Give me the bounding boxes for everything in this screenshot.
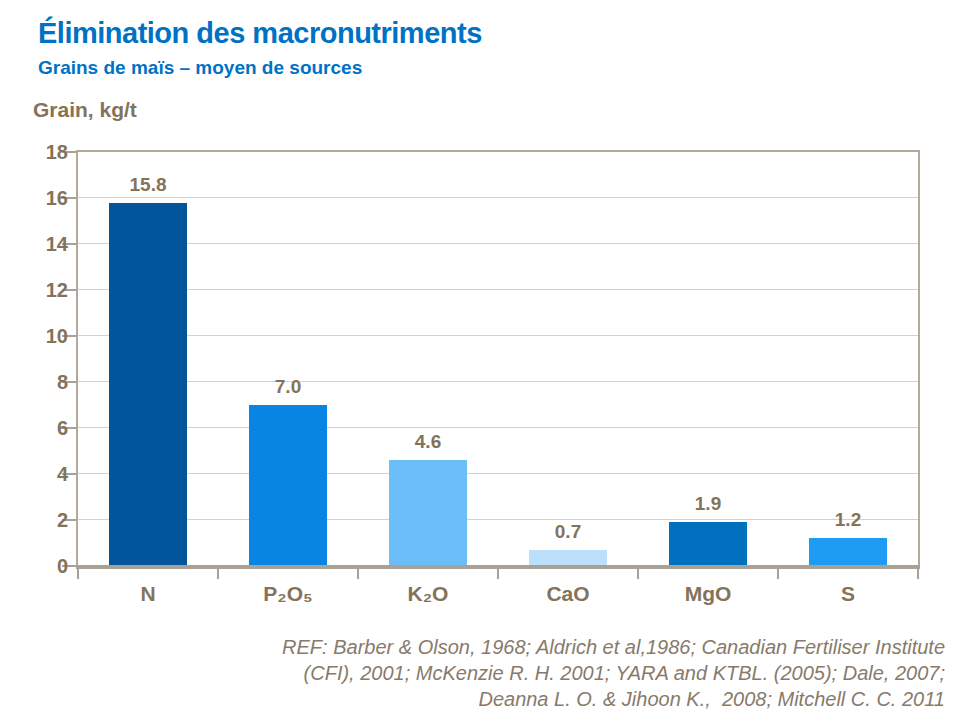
bar-value-label: 15.8 bbox=[78, 174, 218, 196]
slide-background: Élimination des macronutriments Grains d… bbox=[0, 0, 960, 720]
gridline bbox=[78, 197, 918, 198]
plot-area bbox=[76, 150, 920, 568]
gridline bbox=[78, 427, 918, 428]
slide-subtitle: Grains de maïs – moyen de sources bbox=[38, 57, 362, 79]
category-label: N bbox=[78, 582, 218, 606]
y-tick-label: 16 bbox=[6, 187, 68, 209]
footer-line: (CFI), 2001; McKenzie R. H. 2001; YARA a… bbox=[185, 660, 945, 686]
bar-value-label: 1.9 bbox=[638, 493, 778, 515]
footer-line: REF: Barber & Olson, 1968; Aldrich et al… bbox=[185, 634, 945, 660]
category-label: MgO bbox=[638, 582, 778, 606]
slide-title: Élimination des macronutriments bbox=[38, 17, 482, 50]
y-tick-label: 12 bbox=[6, 279, 68, 301]
y-axis-title: Grain, kg/t bbox=[33, 98, 137, 122]
category-label: CaO bbox=[498, 582, 638, 606]
category-label: P₂O₅ bbox=[218, 582, 358, 606]
y-tick-label: 18 bbox=[6, 141, 68, 163]
x-tick-mark bbox=[217, 569, 219, 579]
bar-value-label: 0.7 bbox=[498, 521, 638, 543]
bar-value-label: 4.6 bbox=[358, 431, 498, 453]
gridline bbox=[78, 381, 918, 382]
bar bbox=[809, 538, 887, 566]
bar bbox=[669, 522, 747, 566]
y-tick-label: 14 bbox=[6, 233, 68, 255]
x-tick-mark bbox=[637, 569, 639, 579]
footer-line: Deanna L. O. & Jihoon K., 2008; Mitchell… bbox=[185, 686, 945, 712]
x-tick-mark bbox=[357, 569, 359, 579]
bar-value-label: 1.2 bbox=[778, 509, 918, 531]
y-tick-label: 4 bbox=[6, 463, 68, 485]
bar bbox=[529, 550, 607, 566]
bar bbox=[249, 405, 327, 566]
y-tick-label: 0 bbox=[6, 555, 68, 577]
bar bbox=[109, 203, 187, 566]
gridline bbox=[78, 473, 918, 474]
chart: 02468101214161815.8N7.0P₂O₅4.6K₂O0.7CaO1… bbox=[78, 152, 918, 566]
y-tick-label: 6 bbox=[6, 417, 68, 439]
y-tick-label: 8 bbox=[6, 371, 68, 393]
gridline bbox=[78, 289, 918, 290]
gridline bbox=[78, 243, 918, 244]
gridline bbox=[78, 335, 918, 336]
footer-references: REF: Barber & Olson, 1968; Aldrich et al… bbox=[185, 634, 945, 712]
y-tick-label: 2 bbox=[6, 509, 68, 531]
x-tick-mark bbox=[77, 569, 79, 579]
bar-value-label: 7.0 bbox=[218, 376, 358, 398]
x-tick-mark bbox=[777, 569, 779, 579]
x-tick-mark bbox=[917, 569, 919, 579]
bar bbox=[389, 460, 467, 566]
x-axis-line bbox=[76, 565, 920, 569]
x-tick-mark bbox=[497, 569, 499, 579]
category-label: S bbox=[778, 582, 918, 606]
category-label: K₂O bbox=[358, 582, 498, 606]
y-tick-label: 10 bbox=[6, 325, 68, 347]
